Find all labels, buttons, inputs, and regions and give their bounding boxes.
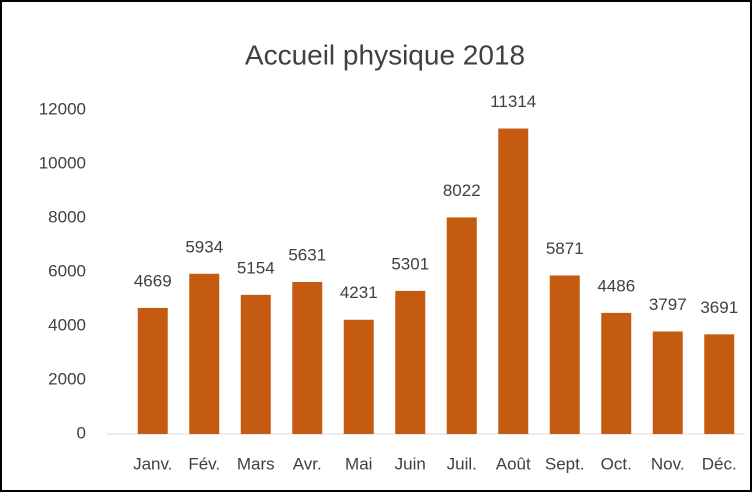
x-tick-label: Juin xyxy=(395,454,426,473)
x-tick-label: Avr. xyxy=(293,454,322,473)
x-tick-label: Janv. xyxy=(133,454,172,473)
data-label: 5934 xyxy=(185,237,223,256)
data-label: 4231 xyxy=(340,283,378,302)
data-label: 4669 xyxy=(134,271,172,290)
bar xyxy=(601,312,632,434)
data-label: 5631 xyxy=(288,245,326,264)
y-tick-label: 10000 xyxy=(39,153,86,172)
x-tick-label: Juil. xyxy=(447,454,477,473)
y-tick-label: 4000 xyxy=(48,315,86,334)
bar xyxy=(549,275,580,434)
bar xyxy=(343,319,374,434)
x-tick-label: Déc. xyxy=(702,454,737,473)
bar xyxy=(446,217,477,434)
y-tick-label: 8000 xyxy=(48,207,86,226)
data-label: 5871 xyxy=(546,239,584,258)
x-tick-label: Mars xyxy=(237,454,275,473)
chart-title: Accueil physique 2018 xyxy=(245,39,525,70)
bar xyxy=(292,281,323,434)
bar xyxy=(704,334,735,434)
bar xyxy=(189,273,220,434)
bar xyxy=(498,128,529,434)
x-tick-label: Nov. xyxy=(651,454,685,473)
data-label: 11314 xyxy=(490,92,536,111)
data-label: 5301 xyxy=(391,254,429,273)
data-label: 3691 xyxy=(700,298,738,317)
bar xyxy=(395,290,426,434)
data-label: 4486 xyxy=(597,276,635,295)
y-tick-label: 2000 xyxy=(48,369,86,388)
x-tick-label: Août xyxy=(496,454,531,473)
bar xyxy=(240,294,271,434)
x-tick-label: Oct. xyxy=(601,454,632,473)
y-tick-label: 6000 xyxy=(48,261,86,280)
bar xyxy=(652,331,683,434)
data-label: 3797 xyxy=(649,295,687,314)
y-tick-label: 12000 xyxy=(39,99,86,118)
x-tick-label: Fév. xyxy=(188,454,220,473)
data-label: 8022 xyxy=(443,181,481,200)
x-tick-label: Sept. xyxy=(545,454,585,473)
data-label: 5154 xyxy=(237,258,275,277)
bar xyxy=(137,307,168,434)
x-tick-label: Mai xyxy=(345,454,372,473)
y-tick-label: 0 xyxy=(77,423,86,442)
